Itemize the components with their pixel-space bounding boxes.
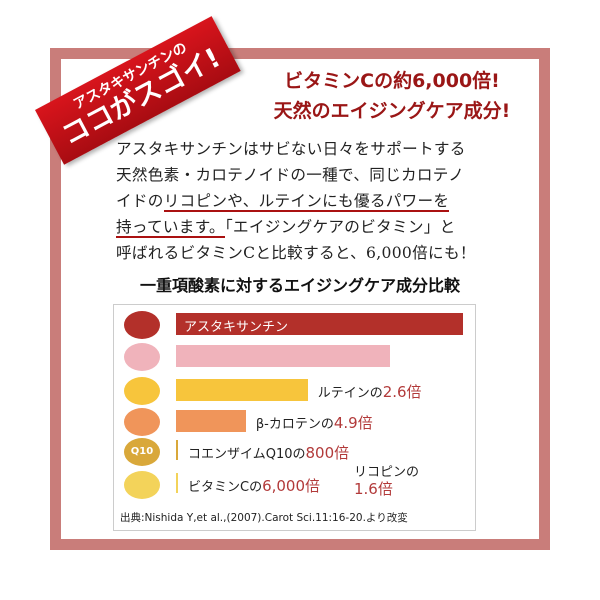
bar-label: ビタミンCの6,000倍: [188, 475, 320, 496]
body-line: イドのリコピンや、ルテインにも優るパワーを: [116, 188, 506, 214]
tomato-icon: [124, 343, 160, 371]
label-value: 1.6倍: [354, 480, 393, 498]
bar-2: [176, 379, 308, 401]
bar-4: [176, 440, 178, 460]
label-name: アスタキサンチン: [184, 320, 289, 335]
body-line: 天然色素・カロテノイドの一種で、同じカロテノ: [116, 166, 465, 184]
body-line: アスタキサンチンはサビない日々をサポートする: [116, 140, 466, 158]
bar-5: [176, 473, 178, 493]
carrot-icon: [124, 408, 160, 436]
label-name: コエンザイムQ10の: [188, 447, 306, 462]
underlined-text: リコピンや、ルテインにも優るパワーを: [163, 192, 450, 212]
body-line: 持っています。「エイジングケアのビタミン」と: [116, 214, 506, 240]
underlined-text: 持っています。: [116, 218, 225, 238]
chart-source: 出典:Nishida Y,et al.,(2007).Carot Sci.11:…: [120, 512, 408, 524]
label-name: リコピンの: [354, 465, 420, 480]
bar-1: [176, 345, 390, 367]
krill-icon: [124, 311, 160, 339]
label-name: ビタミンCの: [188, 480, 263, 495]
headline-1: ビタミンCの約6,000倍!: [284, 70, 500, 92]
ad-frame: [50, 48, 550, 550]
bar-label: アスタキサンチン: [184, 316, 288, 335]
label-name: β-カロテンの: [255, 417, 334, 432]
lemon-icon: [124, 471, 160, 499]
bar-0: [176, 313, 494, 344]
q10-capsule-icon: Q10: [124, 438, 160, 466]
label-value: 4.9倍: [333, 414, 373, 432]
bar-3: [176, 410, 246, 432]
bar-label: β-カロテンの4.9倍: [256, 412, 373, 433]
label-value: 800倍: [305, 444, 350, 462]
bar-label: ルテインの2.6倍: [318, 381, 422, 402]
axis-break-mark: [492, 316, 498, 344]
label-value: 2.6倍: [382, 383, 422, 401]
headline-2: 天然のエイジングケア成分!: [273, 100, 511, 122]
chart-title: 一重項酸素に対するエイジングケア成分比較: [139, 276, 460, 295]
label-value: 6,000倍: [262, 477, 321, 495]
marigold-icon: [124, 377, 160, 405]
chart: 出典:Nishida Y,et al.,(2007).Carot Sci.11:…: [113, 304, 494, 531]
bar-label: コエンザイムQ10の800倍: [188, 442, 349, 463]
text: 「エイジングケアのビタミン」と: [224, 218, 456, 236]
label-name: ルテインの: [317, 386, 383, 401]
body-text: アスタキサンチンはサビない日々をサポートする 天然色素・カロテノイドの一種で、同…: [116, 136, 506, 266]
bar-label: リコピンの1.6倍: [354, 465, 424, 499]
body-line: 呼ばれるビタミンCと比較すると、6,000倍にも！: [116, 244, 476, 262]
text: イドの: [116, 192, 164, 210]
